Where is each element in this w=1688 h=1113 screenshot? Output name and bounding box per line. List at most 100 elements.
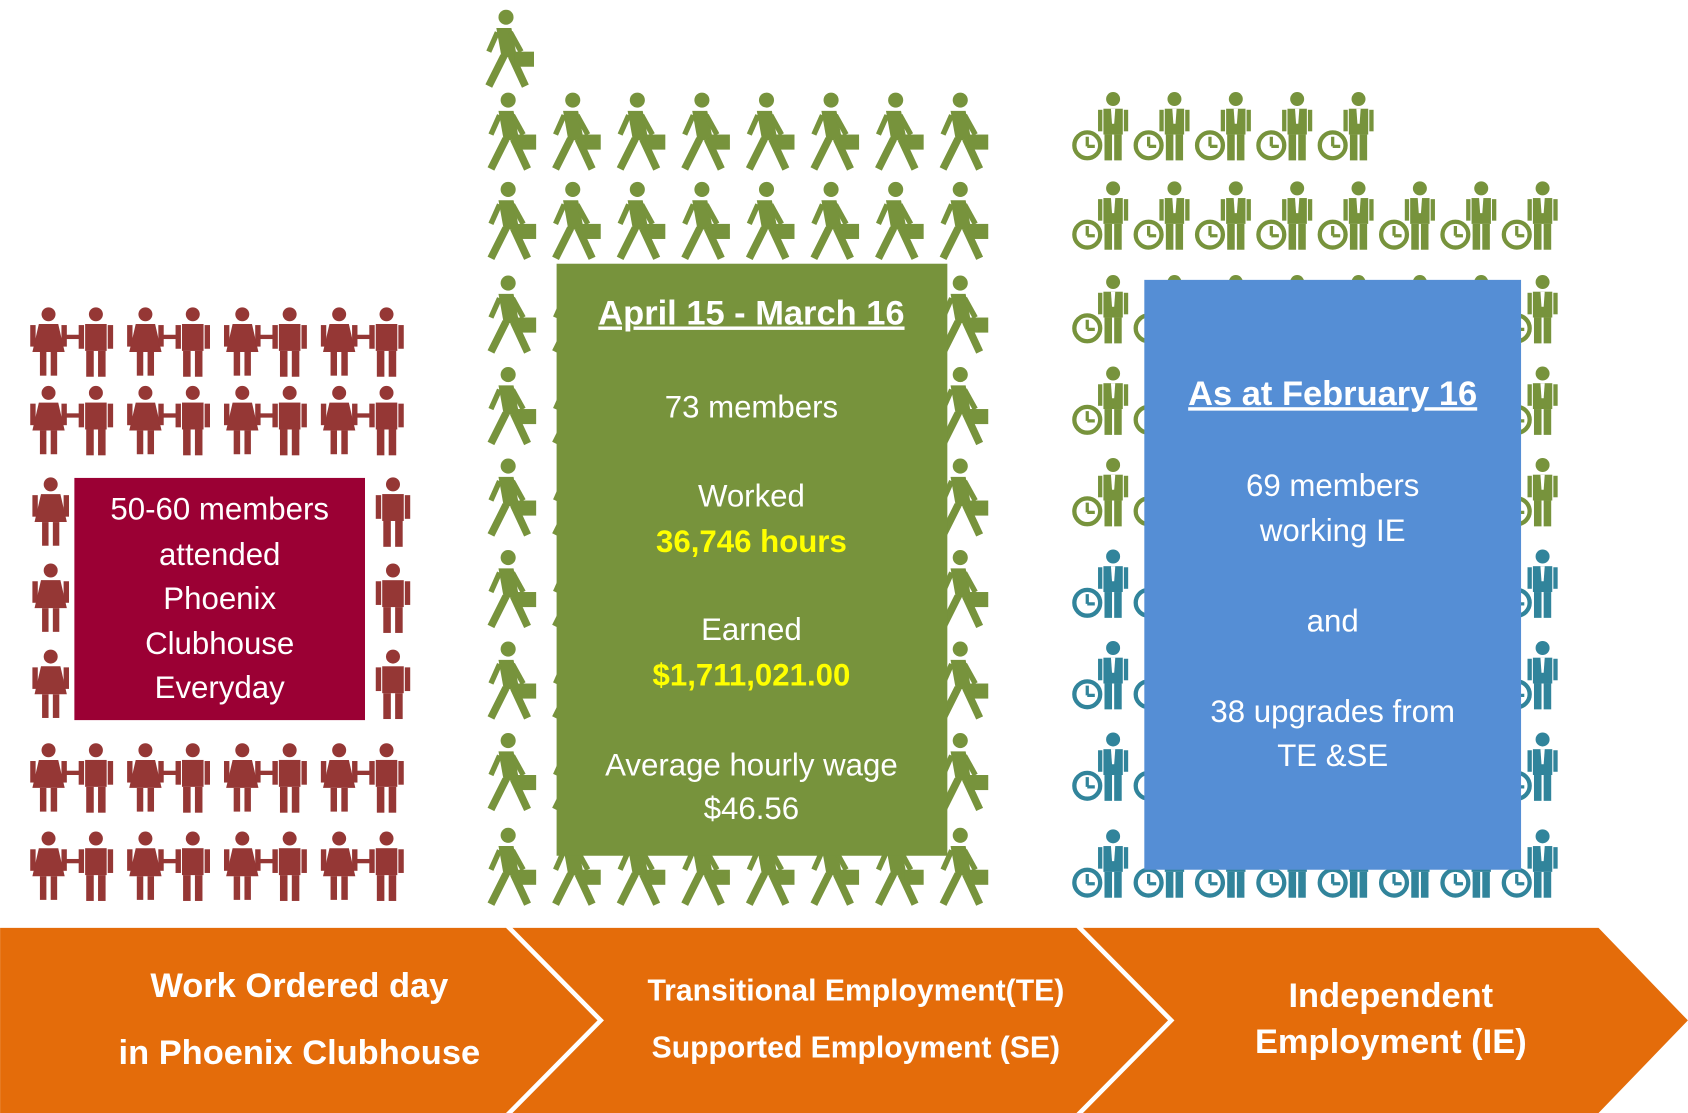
pictogram — [1074, 181, 1128, 249]
te-se-text: Earned — [701, 612, 802, 647]
pictogram — [224, 307, 307, 376]
te-se-box — [556, 263, 948, 856]
ie-box — [1144, 279, 1522, 870]
pictogram — [556, 93, 601, 169]
pictogram — [1074, 641, 1128, 709]
stage-label: Employment (IE) — [1255, 1023, 1527, 1061]
te-se-highlight: 36,746 hours — [656, 524, 847, 559]
pictogram — [321, 743, 404, 812]
pictogram — [1074, 458, 1128, 526]
pictogram — [749, 182, 794, 258]
ie-heading: As at February 16 — [1188, 375, 1477, 413]
te-se-highlight: $1,711,021.00 — [653, 657, 851, 692]
ie-text: TE &SE — [1277, 738, 1388, 773]
pictogram — [685, 93, 730, 169]
pictogram — [943, 93, 988, 169]
ie-text: 38 upgrades from — [1210, 694, 1455, 729]
pictogram — [1074, 367, 1128, 435]
pictogram — [878, 93, 923, 169]
pictogram — [943, 550, 988, 626]
work-text: Clubhouse — [145, 626, 294, 661]
pictogram — [1381, 181, 1435, 249]
pictogram — [1258, 181, 1312, 249]
pictogram — [814, 93, 859, 169]
ie-text: and — [1307, 603, 1359, 638]
pictogram — [491, 733, 536, 809]
pictogram — [1197, 92, 1251, 160]
pictogram — [878, 182, 923, 258]
pictogram — [943, 276, 988, 352]
work-text: 50-60 members — [110, 492, 329, 527]
pictogram — [943, 367, 988, 443]
pictogram — [32, 477, 69, 545]
pictogram — [30, 307, 113, 376]
pictogram — [1136, 92, 1190, 160]
pictogram — [30, 743, 113, 812]
pictogram — [224, 832, 307, 901]
pictogram — [376, 477, 410, 546]
work-box — [74, 477, 366, 721]
stage-label: in Phoenix Clubhouse — [119, 1034, 481, 1072]
work-text: attended — [159, 537, 280, 572]
pictogram — [491, 276, 536, 352]
pictogram — [491, 367, 536, 443]
te-se-text: Worked — [698, 479, 805, 514]
pictogram — [321, 307, 404, 376]
pictogram — [491, 828, 536, 904]
work-text: Everyday — [155, 670, 285, 705]
pictogram — [491, 93, 536, 169]
stage-arrow — [0, 927, 598, 1113]
pictogram — [943, 182, 988, 258]
pictogram — [620, 93, 665, 169]
pictogram — [1074, 275, 1128, 343]
pictogram — [491, 642, 536, 718]
stage-arrow — [512, 927, 1168, 1113]
stage-arrow — [1082, 927, 1688, 1113]
stage-label: Work Ordered day — [150, 967, 448, 1005]
pictogram — [1074, 829, 1128, 897]
pictogram — [30, 832, 113, 901]
pictogram — [749, 93, 794, 169]
pictogram — [1074, 92, 1128, 160]
pictogram — [489, 10, 534, 86]
pictogram — [1136, 181, 1190, 249]
pictogram — [943, 459, 988, 535]
pictogram — [321, 386, 404, 455]
te-se-heading: April 15 - March 16 — [598, 294, 904, 332]
work-text: Phoenix — [163, 581, 276, 616]
pictogram — [556, 182, 601, 258]
pictogram — [127, 832, 210, 901]
pictogram — [1074, 732, 1128, 800]
pictogram — [1258, 92, 1312, 160]
pictogram — [376, 563, 410, 632]
ie-text: 69 members — [1246, 468, 1419, 503]
pictogram — [376, 650, 410, 719]
pictogram — [32, 650, 69, 718]
pictogram — [30, 386, 113, 455]
pictogram — [491, 550, 536, 626]
pictogram — [620, 182, 665, 258]
pictogram — [1320, 92, 1374, 160]
te-se-text: Average hourly wage — [605, 748, 898, 783]
te-se-text: $46.56 — [704, 791, 799, 826]
pictogram — [491, 459, 536, 535]
pictogram — [943, 828, 988, 904]
pictogram — [1320, 181, 1374, 249]
pictogram — [685, 182, 730, 258]
pictogram — [127, 307, 210, 376]
pictogram — [1074, 550, 1128, 618]
ie-text: working IE — [1259, 513, 1406, 548]
pictogram — [943, 733, 988, 809]
pictogram — [127, 743, 210, 812]
pictogram — [224, 386, 307, 455]
pictogram — [321, 832, 404, 901]
stage-label: Transitional Employment(TE) — [647, 974, 1064, 1007]
pictogram — [1504, 181, 1558, 249]
stage-label: Independent — [1288, 977, 1493, 1015]
pictogram — [224, 743, 307, 812]
pictogram — [32, 563, 69, 631]
pictogram — [1197, 181, 1251, 249]
pictogram — [1442, 181, 1496, 249]
te-se-text: 73 members — [665, 389, 838, 424]
